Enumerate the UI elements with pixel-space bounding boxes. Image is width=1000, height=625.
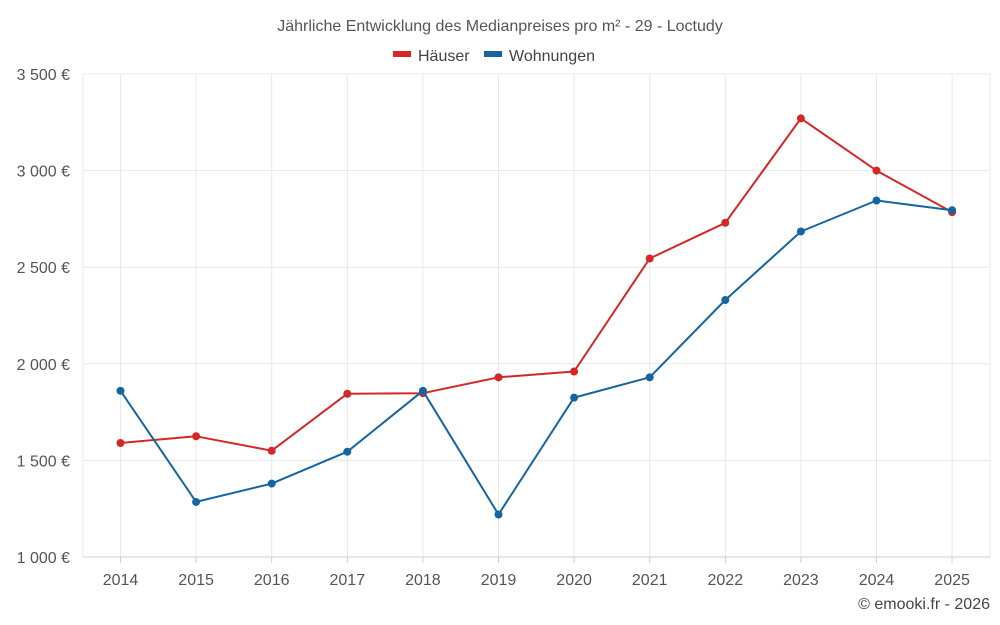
y-tick-label: 3 500 € bbox=[17, 67, 70, 84]
data-point[interactable] bbox=[645, 254, 654, 263]
x-axis: 2014 2015 2016 2017 2018 2019 2020 2021 2022 2023… bbox=[103, 557, 970, 589]
x-tick-label: 2024 bbox=[859, 572, 895, 589]
data-point[interactable] bbox=[721, 218, 730, 227]
data-point[interactable] bbox=[721, 296, 730, 305]
y-tick-label: 1 500 € bbox=[17, 453, 70, 470]
chart-title: Jährliche Entwicklung des Medianpreises … bbox=[277, 18, 723, 35]
x-tick-label: 2014 bbox=[103, 572, 139, 589]
legend-label-hauser[interactable]: Häuser bbox=[418, 48, 470, 65]
data-point[interactable] bbox=[948, 206, 957, 215]
data-point[interactable] bbox=[192, 497, 201, 506]
data-point[interactable] bbox=[645, 373, 654, 382]
data-point[interactable] bbox=[872, 166, 881, 175]
data-point[interactable] bbox=[192, 432, 201, 441]
x-tick-label: 2025 bbox=[934, 572, 970, 589]
credit-text: © emooki.fr - 2026 bbox=[858, 596, 990, 613]
data-point[interactable] bbox=[796, 114, 805, 123]
data-point[interactable] bbox=[116, 439, 125, 448]
y-tick-label: 2 000 € bbox=[17, 357, 70, 374]
data-point[interactable] bbox=[570, 367, 579, 376]
legend-swatch-wohnungen bbox=[484, 51, 502, 57]
data-point[interactable] bbox=[796, 227, 805, 236]
y-tick-label: 1 000 € bbox=[17, 550, 70, 567]
y-axis: 1 000 € 1 500 € 2 000 € 2 500 € 3 000 € 3 500… bbox=[17, 67, 70, 567]
x-tick-label: 2020 bbox=[556, 572, 592, 589]
series-line bbox=[119, 199, 953, 516]
x-tick-label: 2018 bbox=[405, 572, 441, 589]
legend-swatch-hauser bbox=[393, 51, 411, 57]
x-tick-label: 2017 bbox=[330, 572, 366, 589]
x-tick-label: 2016 bbox=[254, 572, 290, 589]
y-tick-label: 2 500 € bbox=[17, 260, 70, 277]
data-point[interactable] bbox=[267, 479, 276, 488]
data-point[interactable] bbox=[872, 196, 881, 205]
data-point[interactable] bbox=[267, 446, 276, 455]
series-line bbox=[120, 117, 953, 452]
x-tick-label: 2022 bbox=[708, 572, 744, 589]
data-point[interactable] bbox=[494, 510, 503, 519]
series-huser bbox=[116, 114, 957, 455]
legend: Häuser Wohnungen bbox=[393, 48, 595, 65]
legend-label-wohnungen[interactable]: Wohnungen bbox=[509, 48, 595, 65]
x-tick-label: 2019 bbox=[481, 572, 517, 589]
data-point[interactable] bbox=[418, 386, 427, 395]
data-point[interactable] bbox=[343, 389, 352, 398]
x-tick-label: 2021 bbox=[632, 572, 668, 589]
y-tick-label: 3 000 € bbox=[17, 164, 70, 181]
data-point[interactable] bbox=[494, 373, 503, 382]
data-point[interactable] bbox=[570, 393, 579, 402]
data-point[interactable] bbox=[116, 386, 125, 395]
x-tick-label: 2023 bbox=[783, 572, 819, 589]
data-point[interactable] bbox=[343, 447, 352, 456]
grid bbox=[82, 73, 991, 558]
x-tick-label: 2015 bbox=[178, 572, 214, 589]
series-layer bbox=[116, 114, 957, 519]
series-wohnungen bbox=[116, 196, 957, 519]
